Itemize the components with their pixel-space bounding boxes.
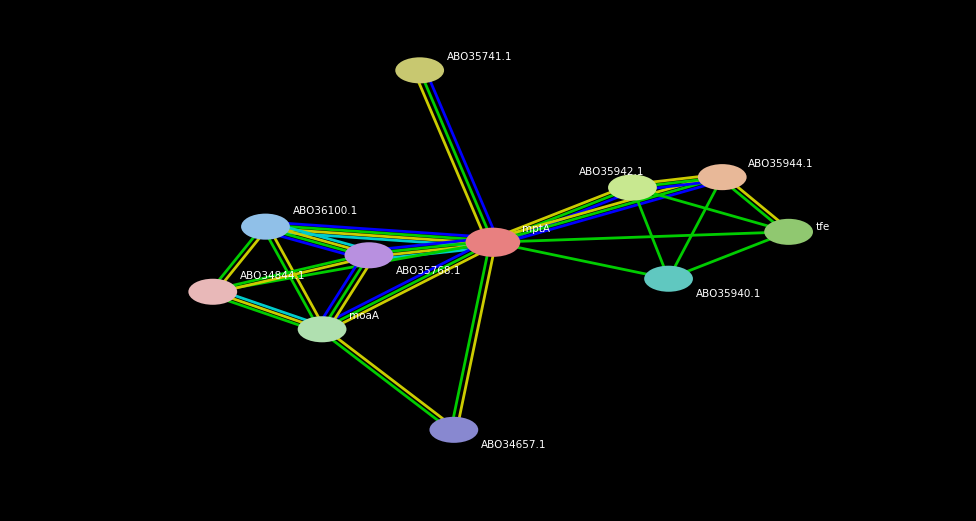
Text: ABO35942.1: ABO35942.1 xyxy=(579,167,644,177)
Circle shape xyxy=(698,164,747,190)
Text: ABO35768.1: ABO35768.1 xyxy=(396,266,462,276)
Text: ABO35741.1: ABO35741.1 xyxy=(447,52,512,63)
Circle shape xyxy=(188,279,237,305)
Text: mptA: mptA xyxy=(522,224,550,234)
Circle shape xyxy=(644,266,693,292)
Circle shape xyxy=(608,175,657,201)
Text: moaA: moaA xyxy=(349,311,380,321)
Text: ABO36100.1: ABO36100.1 xyxy=(293,206,358,216)
Text: ABO34844.1: ABO34844.1 xyxy=(240,271,305,281)
Text: tfe: tfe xyxy=(816,221,831,232)
Circle shape xyxy=(429,417,478,443)
Circle shape xyxy=(298,316,346,342)
Text: ABO34657.1: ABO34657.1 xyxy=(481,440,547,451)
Circle shape xyxy=(466,228,520,257)
Circle shape xyxy=(345,242,393,268)
Circle shape xyxy=(241,214,290,240)
Circle shape xyxy=(395,57,444,83)
Text: ABO35944.1: ABO35944.1 xyxy=(748,159,813,169)
Text: ABO35940.1: ABO35940.1 xyxy=(696,289,761,300)
Circle shape xyxy=(764,219,813,245)
